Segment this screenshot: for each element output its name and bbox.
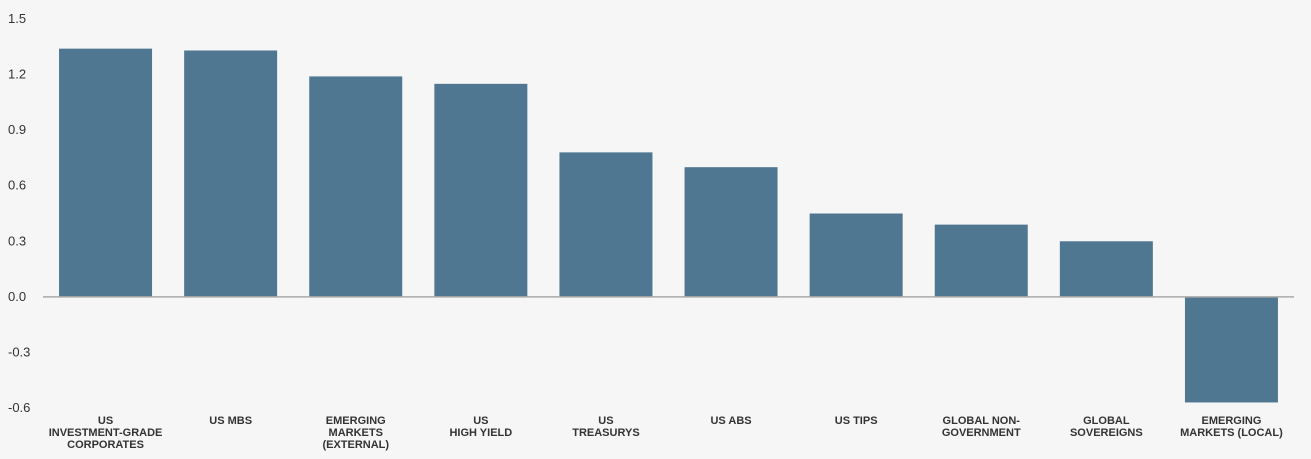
bars <box>59 48 1278 403</box>
y-axis-ticks: 1.5 1.2 0.9 0.6 0.3 0.0 -0.3 -0.6 <box>8 11 30 415</box>
bar <box>1059 241 1153 297</box>
bar <box>309 76 403 297</box>
category-label: EMERGING MARKETS (EXTERNAL) <box>322 415 389 451</box>
category-label: EMERGING MARKETS (LOCAL) <box>1180 415 1283 439</box>
category-label: US TREASURYS <box>572 415 639 439</box>
y-tick-label: -0.6 <box>8 400 30 415</box>
category-label: GLOBAL NON-GOVERNMENT <box>942 415 1021 439</box>
y-tick-label: 1.2 <box>8 67 26 82</box>
x-axis-category-labels: US INVESTMENT-GRADE CORPORATES US MBS EMERGI… <box>49 415 1283 451</box>
y-tick-label: 1.5 <box>8 11 26 26</box>
bar <box>184 50 278 297</box>
y-tick-label: 0.6 <box>8 178 26 193</box>
bar <box>934 224 1028 297</box>
bar <box>559 152 653 297</box>
category-label: US INVESTMENT-GRADE CORPORATES <box>49 415 163 451</box>
y-tick-label: 0.9 <box>8 122 26 137</box>
category-label: US TIPS <box>835 415 878 427</box>
bar <box>434 83 528 297</box>
category-label: GLOBAL SOVEREIGNS <box>1070 415 1143 439</box>
bar <box>1184 296 1278 403</box>
bar <box>684 167 778 297</box>
y-tick-label: 0.3 <box>8 233 26 248</box>
category-label: US MBS <box>209 415 252 427</box>
category-label: US ABS <box>710 415 751 427</box>
category-label: US HIGH YIELD <box>449 415 512 439</box>
y-tick-label: 0.0 <box>8 289 26 304</box>
y-tick-label: -0.3 <box>8 344 30 359</box>
bar <box>809 213 903 297</box>
bar <box>59 48 153 297</box>
